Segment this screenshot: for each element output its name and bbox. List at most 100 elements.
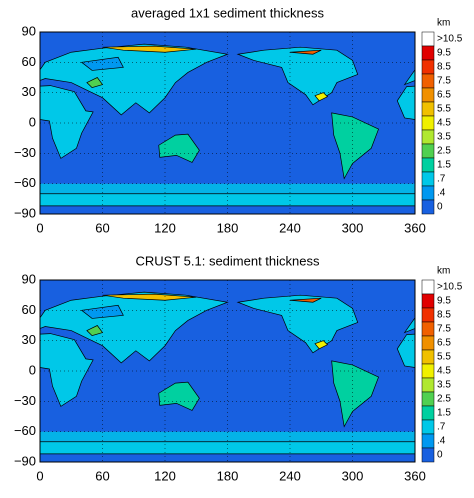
colorbar-swatch	[421, 129, 435, 145]
colorbar-label: 6.5	[437, 90, 451, 101]
map-layer	[40, 280, 474, 462]
colorbar-label: .7	[437, 422, 446, 433]
landmass	[102, 293, 197, 301]
landmass	[236, 46, 359, 106]
landmass	[289, 297, 322, 303]
colorbar-swatch	[421, 185, 435, 201]
x-tick-label: 60	[95, 468, 109, 483]
colorbar-label: >10.5	[437, 34, 463, 45]
colorbar-unit: km	[437, 266, 450, 277]
y-tick-label: 30	[22, 332, 36, 347]
colorbar-swatch	[421, 433, 435, 449]
colorbar-swatch	[421, 447, 435, 463]
map-panel: CRUST 5.1: sediment thickness 0 60 120 180 24…	[14, 253, 474, 483]
landmass	[102, 45, 197, 53]
colorbar-label: 2.5	[437, 146, 451, 157]
colorbar-label: 8.5	[437, 310, 451, 321]
landmass	[462, 78, 474, 88]
landmass	[236, 294, 359, 354]
colorbar-unit: km	[437, 18, 450, 29]
landmass	[403, 69, 415, 86]
colorbar-label: 5.5	[437, 352, 451, 363]
colorbar-label: 4.5	[437, 366, 451, 377]
landmass	[40, 85, 94, 159]
y-tick-label: −30	[14, 393, 36, 408]
landmass	[462, 326, 474, 336]
colorbar-swatch	[421, 73, 435, 89]
x-tick-label: 240	[279, 220, 301, 235]
landmass	[80, 304, 124, 319]
y-tick-label: 60	[22, 54, 36, 69]
y-tick-label: 0	[29, 362, 36, 377]
colorbar-swatch	[421, 87, 435, 103]
y-tick-label: −60	[14, 175, 36, 190]
colorbar-swatch	[421, 419, 435, 435]
colorbar-swatch	[421, 279, 435, 295]
landmass	[40, 193, 415, 207]
x-tick-label: 0	[36, 220, 43, 235]
colorbar-swatch	[421, 101, 435, 117]
colorbar-label: 1.5	[437, 160, 451, 171]
y-tick-label: 90	[22, 23, 36, 38]
map-panel: averaged 1x1 sediment thickness 0 60 120 180…	[14, 5, 474, 235]
landmass	[331, 360, 379, 428]
colorbar-swatch	[421, 377, 435, 393]
y-tick-label: −90	[14, 205, 36, 220]
colorbar-swatch	[421, 45, 435, 61]
x-tick-label: 300	[342, 468, 364, 483]
frame	[39, 31, 416, 215]
colorbar-label: >10.5	[437, 282, 463, 293]
colorbar-label: 9.5	[437, 48, 451, 59]
landmass	[314, 92, 329, 102]
landmass	[314, 340, 329, 350]
colorbar-swatch	[421, 31, 435, 47]
colorbar-swatch	[421, 157, 435, 173]
colorbar-label: 7.5	[437, 76, 451, 87]
colorbar-label: 3.5	[437, 132, 451, 143]
x-tick-label: 240	[279, 468, 301, 483]
x-tick-label: 120	[154, 220, 176, 235]
landmass	[80, 56, 124, 71]
colorbar-swatch	[421, 143, 435, 159]
x-tick-label: 0	[36, 468, 43, 483]
landmass	[158, 381, 200, 411]
colorbar-swatch	[421, 115, 435, 131]
y-tick-label: 0	[29, 114, 36, 129]
y-tick-label: −30	[14, 145, 36, 160]
map-layer	[40, 32, 474, 214]
colorbar-swatch	[421, 335, 435, 351]
colorbar-swatch	[421, 405, 435, 421]
colorbar-swatch	[421, 391, 435, 407]
colorbar-label: .4	[437, 188, 446, 199]
colorbar-label: 6.5	[437, 338, 451, 349]
landmass	[403, 317, 415, 334]
landmass	[289, 49, 322, 55]
colorbar-label: 0	[437, 202, 443, 213]
colorbar-label: 9.5	[437, 296, 451, 307]
landmass	[457, 57, 474, 70]
colorbar-swatch	[421, 321, 435, 337]
x-tick-label: 180	[217, 468, 239, 483]
landmass	[457, 305, 474, 318]
panel-title: averaged 1x1 sediment thickness	[131, 5, 324, 20]
colorbar-label: 3.5	[437, 380, 451, 391]
landmass	[396, 333, 415, 368]
colorbar-label: 7.5	[437, 324, 451, 335]
y-tick-label: 30	[22, 84, 36, 99]
frame	[39, 279, 416, 463]
colorbar-label: 5.5	[437, 104, 451, 115]
x-tick-label: 360	[404, 220, 426, 235]
landmass	[40, 441, 415, 455]
colorbar-swatch	[421, 349, 435, 365]
colorbar-label: 2.5	[437, 394, 451, 405]
colorbar-label: 0	[437, 450, 443, 461]
colorbar-swatch	[421, 293, 435, 309]
y-tick-label: 90	[22, 271, 36, 286]
y-tick-label: 60	[22, 302, 36, 317]
x-tick-label: 300	[342, 220, 364, 235]
colorbar-label: 8.5	[437, 62, 451, 73]
x-tick-label: 180	[217, 220, 239, 235]
colorbar-swatch	[421, 171, 435, 187]
colorbar-label: .4	[437, 436, 446, 447]
